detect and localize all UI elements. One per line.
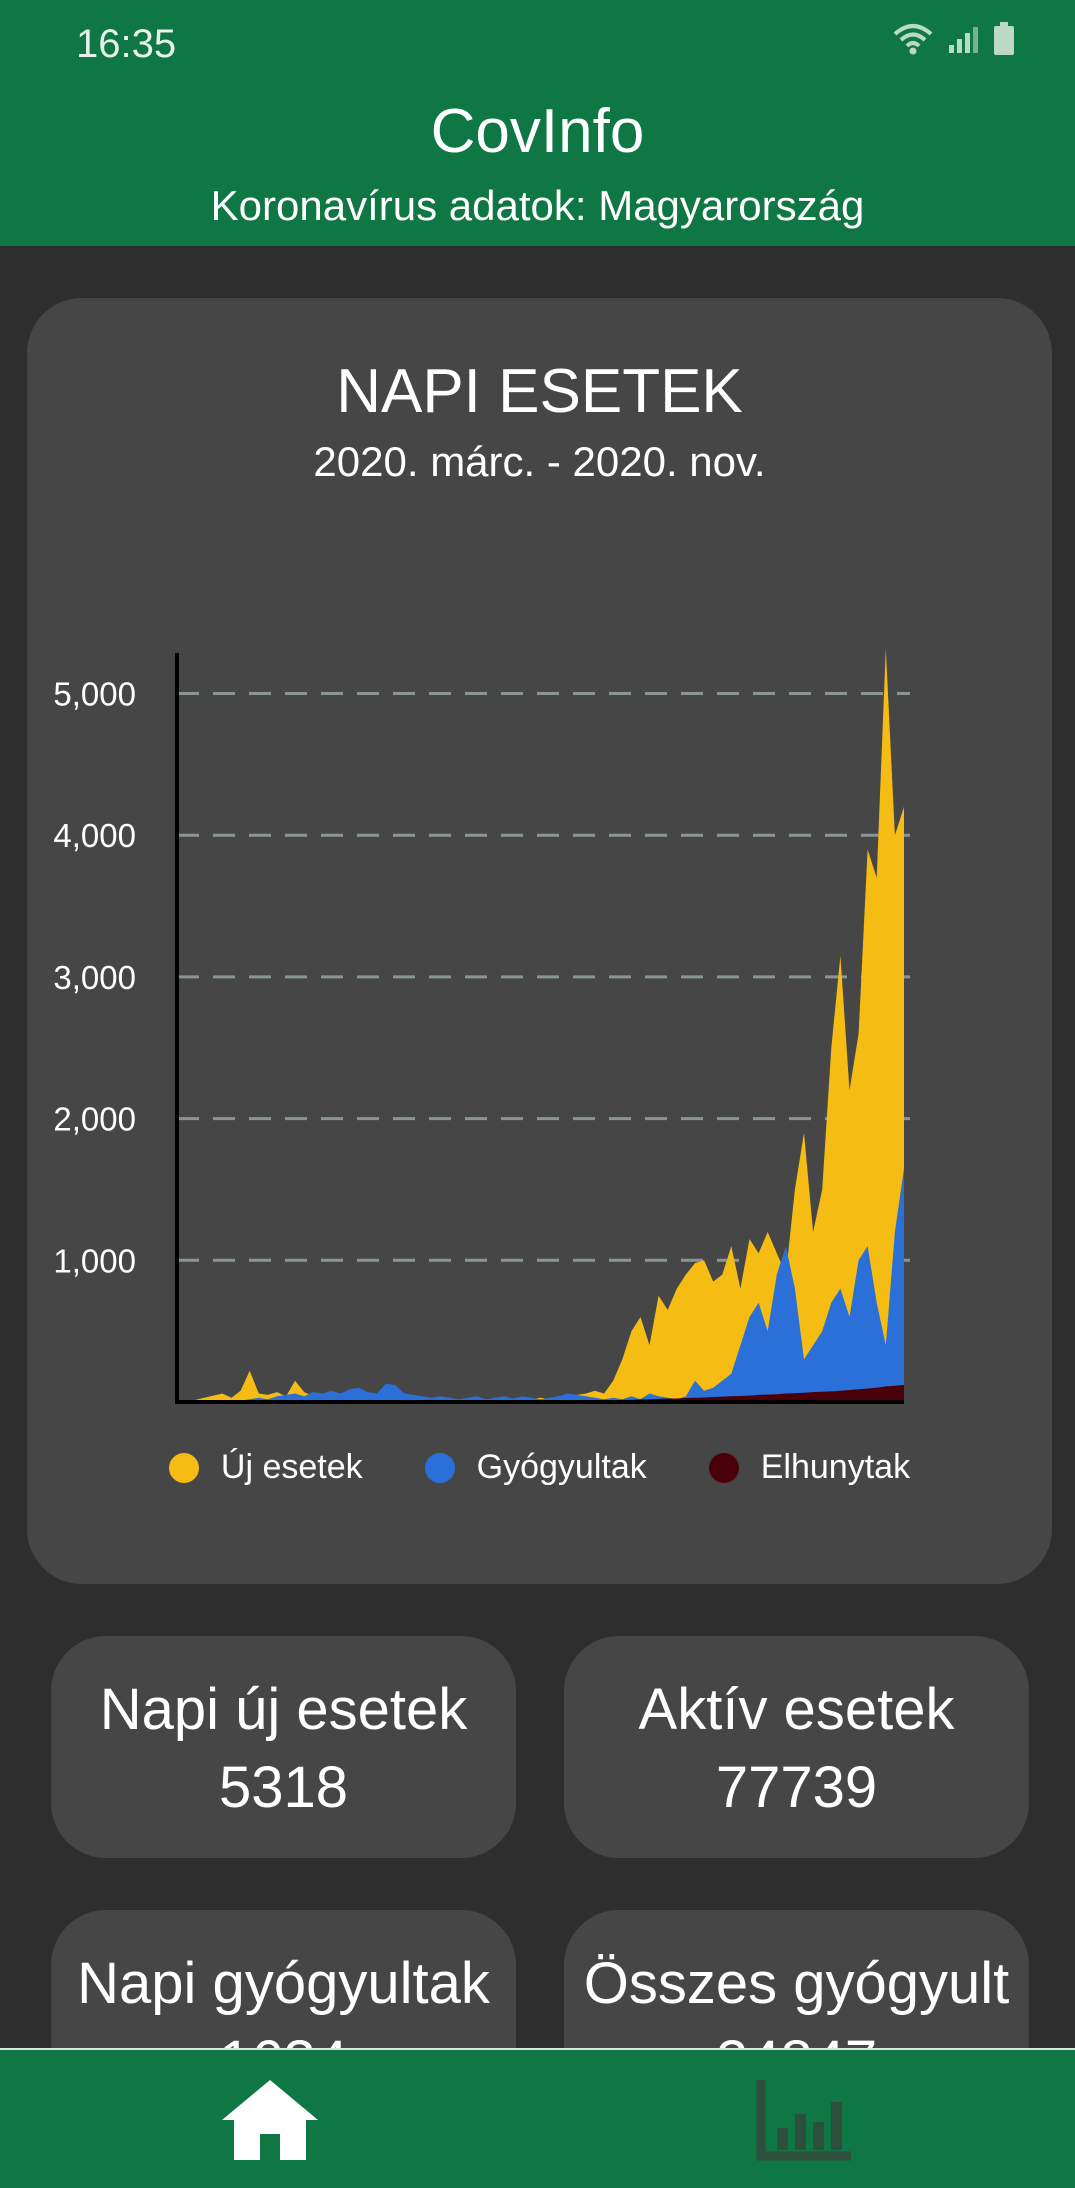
y-tick-label: 5,000 bbox=[53, 676, 136, 713]
legend-label-recovered: Gyógyultak bbox=[476, 1448, 647, 1486]
legend-dot-recovered bbox=[424, 1452, 455, 1483]
stat-card-active: Aktív esetek 77739 bbox=[564, 1636, 1029, 1858]
stat-value: 5318 bbox=[218, 1755, 349, 1820]
y-tick-label: 2,000 bbox=[53, 1101, 136, 1138]
chart-subtitle: 2020. márc. - 2020. nov. bbox=[313, 438, 766, 485]
signal-icon bbox=[949, 27, 978, 53]
chart-card: NAPI ESETEK 2020. márc. - 2020. nov. 1,0… bbox=[27, 298, 1052, 1584]
stat-label: Összes gyógyult bbox=[583, 1951, 1010, 2016]
legend-label-new-cases: Új esetek bbox=[220, 1448, 363, 1486]
app-header: 16:35 CovInfo Koronavírus adatok: Magyar… bbox=[0, 0, 1075, 246]
chart-legend: Új esetek Gyógyultak Elhunytak bbox=[27, 1448, 1052, 1487]
status-time: 16:35 bbox=[76, 22, 177, 66]
app-subtitle: Koronavírus adatok: Magyarország bbox=[210, 182, 865, 229]
legend-item-new-cases[interactable]: Új esetek bbox=[168, 1448, 363, 1487]
chart-title: NAPI ESETEK bbox=[336, 357, 743, 426]
nav-stats-button[interactable] bbox=[705, 2050, 905, 2188]
stat-label: Aktív esetek bbox=[638, 1677, 955, 1742]
stat-value: 77739 bbox=[715, 1755, 878, 1820]
status-icons bbox=[893, 22, 1015, 56]
home-icon bbox=[222, 2080, 318, 2160]
nav-home-button[interactable] bbox=[170, 2050, 370, 2188]
stat-label: Napi gyógyultak bbox=[77, 1951, 490, 2016]
battery-icon bbox=[994, 22, 1014, 55]
y-tick-label: 3,000 bbox=[53, 959, 136, 996]
y-tick-label: 1,000 bbox=[53, 1242, 136, 1279]
series-area-0 bbox=[177, 648, 904, 1402]
chart-axes bbox=[175, 653, 904, 1404]
series-area-1 bbox=[177, 1168, 904, 1402]
y-tick-label: 4,000 bbox=[53, 817, 136, 854]
legend-item-recovered[interactable]: Gyógyultak bbox=[424, 1448, 647, 1487]
legend-dot-deaths bbox=[708, 1452, 739, 1483]
app-title: CovInfo bbox=[430, 97, 645, 166]
legend-label-deaths: Elhunytak bbox=[760, 1448, 911, 1486]
legend-item-deaths[interactable]: Elhunytak bbox=[708, 1448, 911, 1487]
daily-cases-chart: 1,000 2,000 3,000 4,000 5,000 bbox=[53, 648, 910, 1404]
stat-card-daily-new: Napi új esetek 5318 bbox=[51, 1636, 516, 1858]
bar-chart-icon bbox=[756, 2080, 851, 2161]
stat-label: Napi új esetek bbox=[99, 1677, 468, 1742]
wifi-icon bbox=[893, 24, 933, 55]
series-area-2 bbox=[177, 1385, 904, 1402]
bottom-navigation bbox=[0, 2048, 1075, 2188]
legend-dot-new-cases bbox=[168, 1452, 199, 1483]
